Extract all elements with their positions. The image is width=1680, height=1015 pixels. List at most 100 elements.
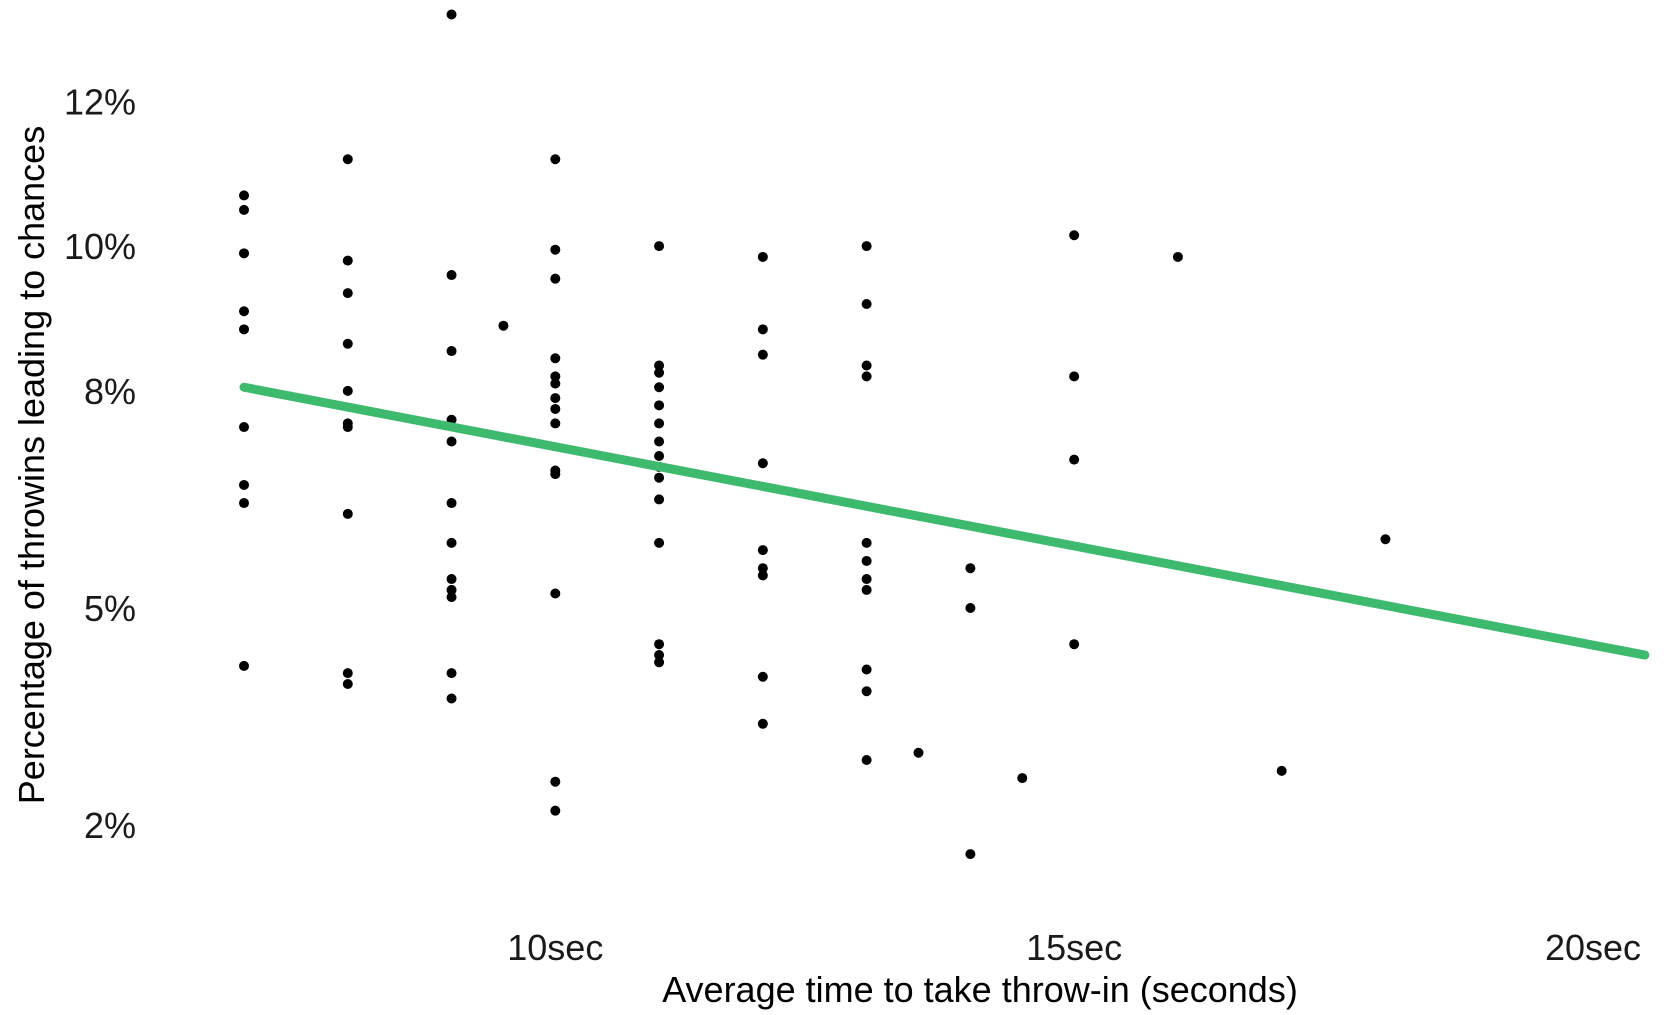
data-point <box>342 422 353 433</box>
data-point <box>1069 639 1080 650</box>
data-point <box>757 563 768 574</box>
data-point <box>446 574 457 585</box>
data-point <box>654 241 665 252</box>
data-point <box>654 400 665 411</box>
data-point <box>1069 230 1080 241</box>
data-point <box>757 570 768 581</box>
data-point <box>1276 765 1287 776</box>
data-point <box>550 805 561 816</box>
data-point <box>861 755 872 765</box>
data-point <box>446 668 457 679</box>
data-point <box>965 849 976 860</box>
data-point <box>861 371 872 382</box>
x-tick-label: 10sec <box>507 927 603 968</box>
y-tick-label: 5% <box>84 588 136 629</box>
data-point <box>550 371 561 382</box>
data-point <box>446 693 457 704</box>
data-point <box>654 360 665 371</box>
data-point <box>757 458 768 469</box>
data-point <box>757 324 768 335</box>
data-points <box>239 9 1391 860</box>
data-point <box>654 418 665 429</box>
data-point <box>239 248 250 259</box>
trend-line-group <box>239 382 1650 660</box>
data-point <box>446 270 457 281</box>
data-point <box>654 436 665 447</box>
trend-line <box>239 382 1650 660</box>
x-axis-title: Average time to take throw-in (seconds) <box>662 969 1298 1010</box>
y-tick-label: 10% <box>64 226 136 267</box>
data-point <box>239 324 250 335</box>
data-point <box>861 686 872 697</box>
y-tick-label: 2% <box>84 805 136 846</box>
data-point <box>757 251 768 262</box>
data-point <box>757 671 768 682</box>
data-point <box>550 273 561 284</box>
data-point <box>239 660 250 671</box>
data-point <box>342 508 353 519</box>
data-point <box>446 537 457 548</box>
data-point <box>757 545 768 556</box>
data-point <box>239 422 250 433</box>
data-point <box>861 584 872 595</box>
data-point <box>239 306 250 317</box>
data-point <box>1069 454 1080 465</box>
data-point <box>446 346 457 357</box>
data-point <box>239 479 250 490</box>
data-point <box>1380 534 1391 545</box>
data-point <box>861 299 872 309</box>
data-point <box>446 9 457 20</box>
data-point <box>1172 251 1183 262</box>
data-point <box>654 382 665 393</box>
data-point <box>446 498 457 509</box>
data-point <box>965 603 976 613</box>
data-point <box>342 338 353 349</box>
data-point <box>861 241 872 252</box>
data-point <box>342 288 353 299</box>
data-point <box>861 537 872 548</box>
data-point <box>239 498 250 509</box>
data-point <box>342 385 353 396</box>
data-point <box>965 563 976 574</box>
data-point <box>446 592 457 603</box>
data-point <box>342 679 353 689</box>
y-axis-ticks: 2% 5% 8% 10% 12% <box>64 81 136 846</box>
data-point <box>550 378 561 389</box>
x-tick-label: 20sec <box>1545 927 1641 968</box>
data-point <box>342 255 353 266</box>
data-point <box>654 451 665 461</box>
x-axis-ticks: 10sec 15sec 20sec <box>507 927 1641 968</box>
data-point <box>654 367 665 378</box>
data-point <box>550 154 561 165</box>
data-point <box>239 204 250 215</box>
x-tick-label: 15sec <box>1026 927 1122 968</box>
data-point <box>654 537 665 548</box>
data-point <box>550 588 561 599</box>
data-point <box>550 353 561 364</box>
data-point <box>757 349 768 360</box>
data-point <box>342 154 353 165</box>
data-point <box>861 360 872 371</box>
y-axis-title: Percentage of throwins leading to chance… <box>11 126 52 804</box>
data-point <box>1017 773 1028 784</box>
data-point <box>861 664 872 675</box>
data-point <box>446 584 457 595</box>
y-tick-label: 12% <box>64 81 136 122</box>
data-point <box>861 574 872 585</box>
data-point <box>550 403 561 414</box>
data-point <box>550 776 561 787</box>
data-point <box>550 244 561 255</box>
data-point <box>342 668 353 679</box>
data-point <box>654 472 665 483</box>
data-point <box>498 320 509 331</box>
data-point <box>654 494 665 505</box>
data-point <box>550 393 561 404</box>
data-point <box>654 639 665 650</box>
y-tick-label: 8% <box>84 371 136 412</box>
data-point <box>654 650 665 661</box>
data-point <box>654 657 665 668</box>
data-point <box>1069 371 1080 382</box>
data-point <box>446 436 457 447</box>
data-point <box>913 747 924 758</box>
